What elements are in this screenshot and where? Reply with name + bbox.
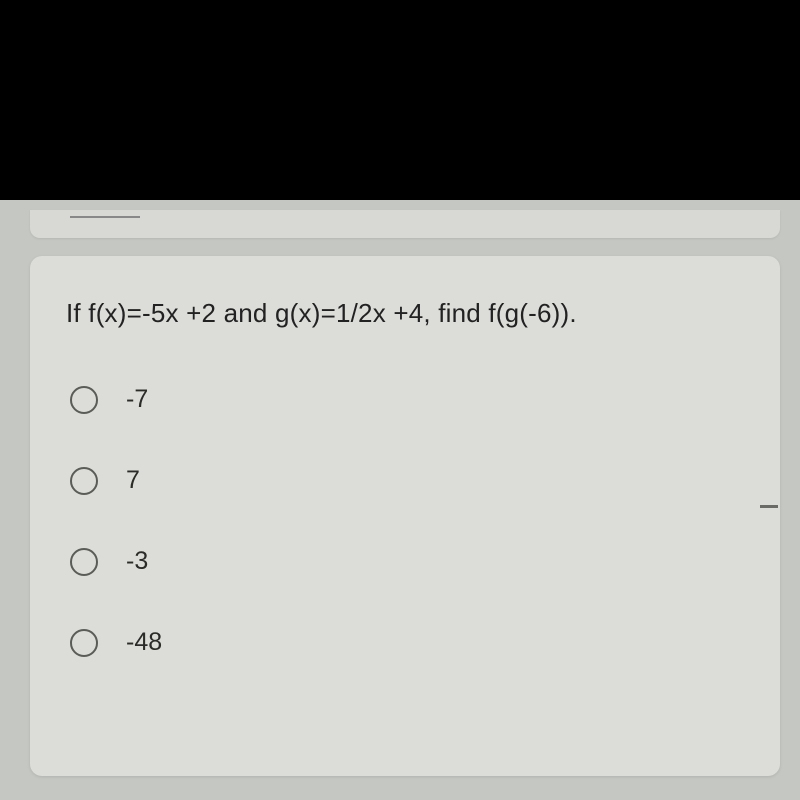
content-area: If f(x)=-5x +2 and g(x)=1/2x +4, find f(… (0, 200, 800, 800)
fragment-stub (70, 204, 140, 218)
option-label: -48 (126, 628, 162, 657)
radio-icon (70, 386, 98, 414)
question-prompt: If f(x)=-5x +2 and g(x)=1/2x +4, find f(… (66, 296, 744, 331)
radio-icon (70, 467, 98, 495)
radio-icon (70, 629, 98, 657)
radio-icon (70, 548, 98, 576)
option-2[interactable]: -3 (70, 547, 744, 576)
dash-marker-icon (760, 505, 778, 508)
option-1[interactable]: 7 (70, 466, 744, 495)
question-card: If f(x)=-5x +2 and g(x)=1/2x +4, find f(… (30, 256, 780, 776)
options-group: -7 7 -3 -48 (70, 385, 744, 657)
option-label: -7 (126, 385, 148, 414)
previous-card-fragment (30, 210, 780, 238)
option-0[interactable]: -7 (70, 385, 744, 414)
option-label: -3 (126, 547, 148, 576)
option-3[interactable]: -48 (70, 628, 744, 657)
option-label: 7 (126, 466, 140, 495)
